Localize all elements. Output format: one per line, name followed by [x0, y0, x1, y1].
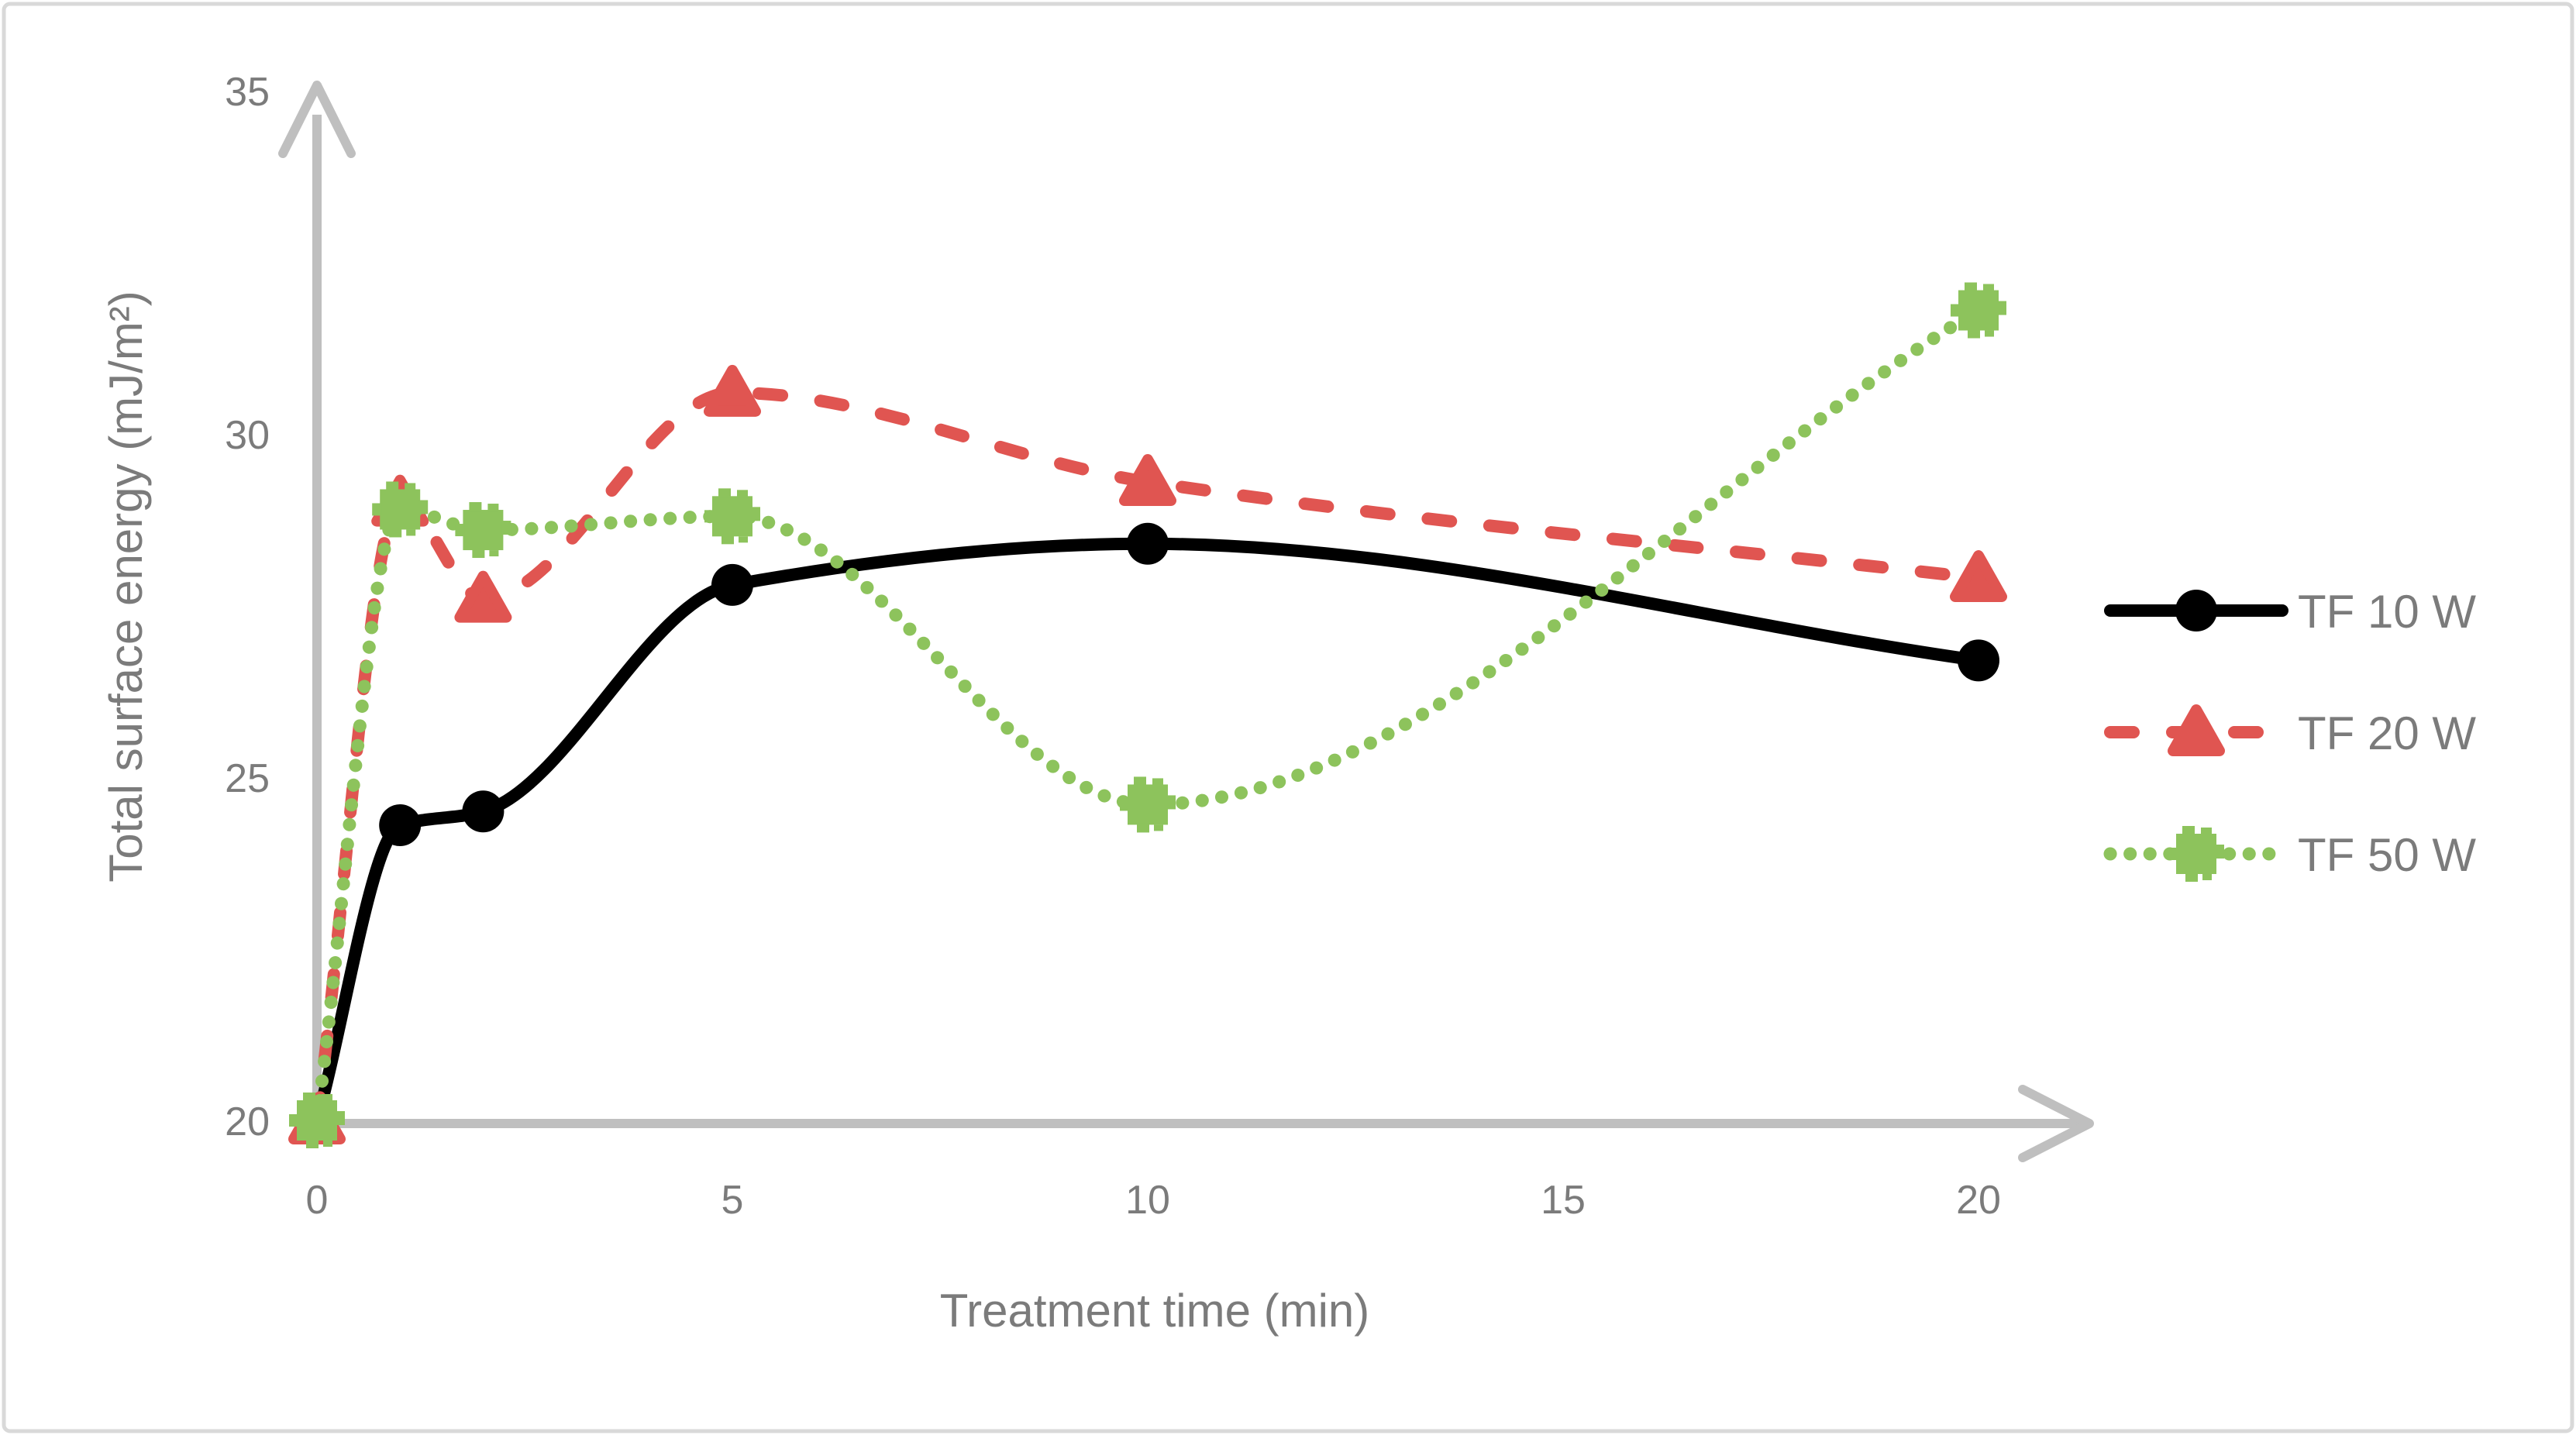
y-tick-labels: 35 30 25 20	[225, 70, 270, 1144]
y-axis-title: Total surface energy (mJ/m²)	[100, 291, 152, 883]
y-tick-30: 30	[225, 413, 270, 458]
y-tick-35: 35	[225, 70, 270, 115]
series-line	[311, 386, 1985, 1127]
legend-label-tf-50w: TF 50 W	[2298, 829, 2476, 881]
legend-sample-tf-10-w	[2104, 590, 2288, 631]
plot-series	[288, 282, 2007, 1148]
x-tick-labels: 0 5 10 15 20	[306, 1178, 2001, 1223]
y-tick-20: 20	[225, 1099, 270, 1144]
marker-square-icon	[372, 481, 429, 538]
x-tick-10: 10	[1125, 1178, 1170, 1223]
marker-circle-icon	[379, 804, 422, 847]
marker-circle-icon	[1127, 522, 1169, 565]
marker-triangle-icon	[1950, 550, 2007, 603]
series-tf-50-w	[289, 282, 2006, 1148]
marker-circle-icon	[2175, 590, 2217, 631]
x-axis-arrow-icon	[2018, 1085, 2094, 1162]
x-tick-5: 5	[721, 1178, 744, 1223]
marker-square-icon	[704, 488, 760, 545]
marker-square-icon	[2168, 826, 2224, 882]
x-tick-0: 0	[306, 1178, 329, 1223]
series-line	[310, 304, 1985, 1127]
marker-circle-icon	[462, 790, 505, 833]
y-axis	[278, 81, 356, 1124]
marker-circle-icon	[711, 563, 753, 606]
marker-triangle-icon	[704, 364, 761, 417]
legend-label-tf-20w: TF 20 W	[2298, 707, 2476, 759]
legend-label-tf-10w: TF 10 W	[2298, 586, 2476, 638]
legend: TF 10 W TF 20 W TF 50 W	[2103, 586, 2476, 882]
marker-triangle-icon	[2168, 704, 2225, 756]
series-tf-10-w	[296, 522, 1999, 1141]
x-tick-20: 20	[1956, 1178, 2001, 1223]
marker-square-icon	[289, 1093, 345, 1148]
marker-circle-icon	[1958, 639, 1999, 682]
marker-triangle-icon	[1119, 454, 1176, 507]
marker-square-icon	[455, 502, 511, 559]
x-axis	[312, 1085, 2094, 1162]
marker-square-icon	[1951, 282, 2006, 339]
x-tick-15: 15	[1541, 1178, 1586, 1223]
legend-sample-tf-50-w	[2103, 826, 2289, 882]
legend-sample-tf-20-w	[2104, 704, 2288, 756]
x-axis-title: Treatment time (min)	[940, 1285, 1370, 1337]
marker-triangle-icon	[454, 570, 512, 623]
y-tick-25: 25	[225, 756, 270, 801]
y-axis-arrow-icon	[278, 81, 356, 158]
legend-samples	[2103, 590, 2289, 882]
marker-square-icon	[1120, 776, 1176, 833]
